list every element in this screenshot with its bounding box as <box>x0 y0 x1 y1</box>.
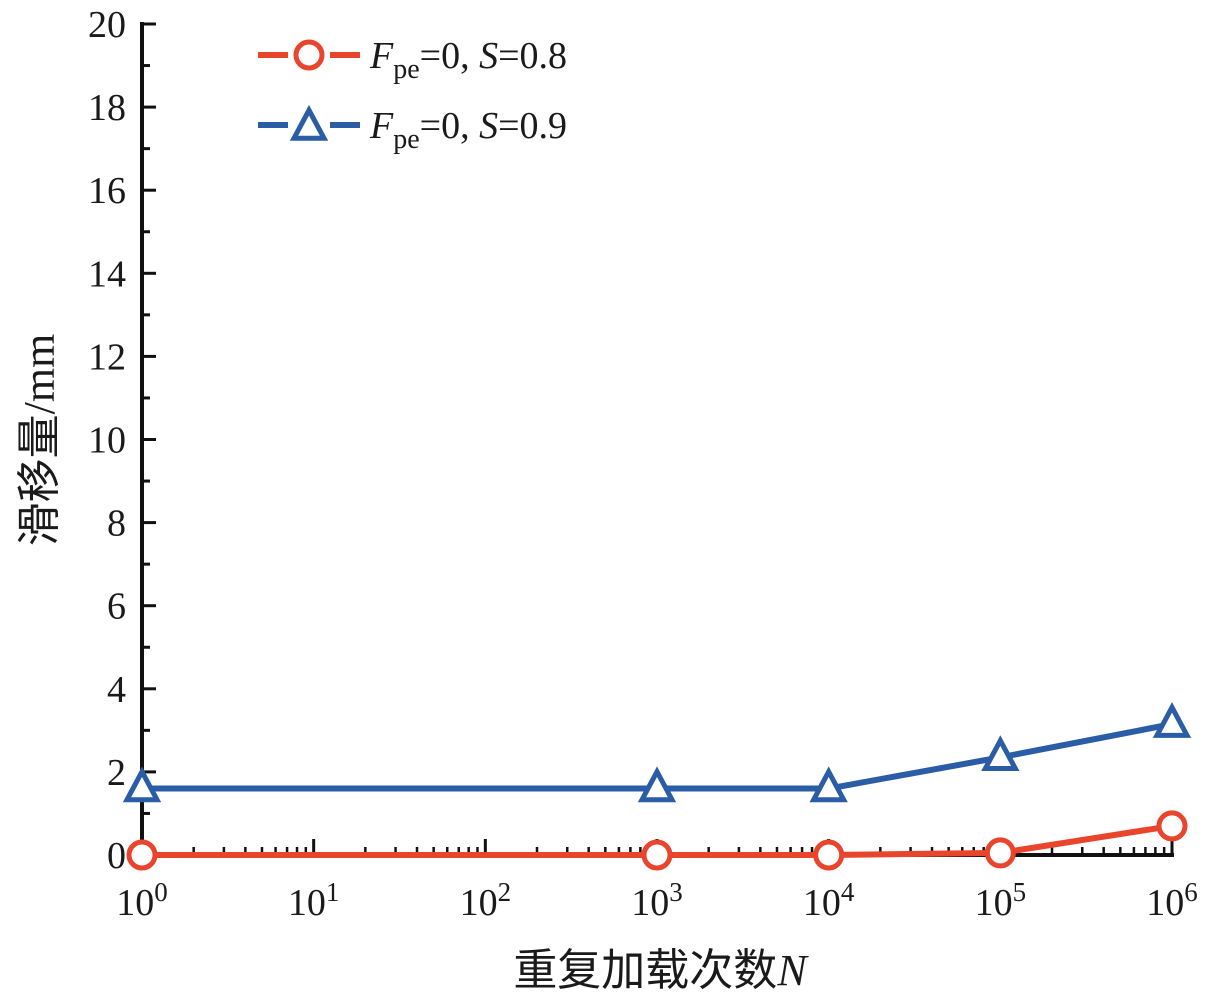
x-tick-label: 106 <box>1146 877 1198 924</box>
y-tick-label: 0 <box>107 835 126 877</box>
x-tick-label: 101 <box>288 877 340 924</box>
series-1-point <box>1156 810 1188 842</box>
series-1-point <box>813 839 845 871</box>
series-1 <box>126 810 1188 871</box>
series-2-point <box>1152 702 1192 738</box>
legend-label: Fpe=0, S=0.8 <box>369 35 567 85</box>
y-tick-label: 8 <box>107 503 126 545</box>
series-1-point <box>641 839 673 871</box>
series-2-point <box>637 766 677 803</box>
x-axis-label-var: N <box>776 946 809 995</box>
x-tick-label: 104 <box>803 877 855 924</box>
y-tick-label: 12 <box>88 336 126 378</box>
series-2 <box>122 702 1192 803</box>
series-1-point <box>126 839 158 871</box>
series-layer <box>122 702 1192 871</box>
x-tick-labels: 100 101 102 103 104 105 106 <box>116 877 1198 924</box>
legend-item: Fpe=0, S=0.9 <box>258 104 567 155</box>
x-axis-label: 重复加载次数N <box>513 946 809 995</box>
legend: Fpe=0, S=0.8 Fpe=0, S=0.9 <box>258 35 567 155</box>
series-2-point <box>809 766 848 803</box>
y-tick-label: 14 <box>88 253 126 295</box>
legend-marker <box>289 104 329 141</box>
legend-item: Fpe=0, S=0.8 <box>258 35 567 85</box>
series-2-point <box>981 735 1020 772</box>
x-axis-label-text: 重复加载次数 <box>513 946 777 995</box>
y-tick-labels: 0 2 4 6 8 10 12 14 16 18 20 <box>88 4 126 877</box>
x-tick-label: 102 <box>460 877 512 924</box>
y-tick-label: 18 <box>88 87 126 129</box>
y-tick-label: 10 <box>88 420 126 462</box>
x-tick-label: 103 <box>631 877 683 924</box>
x-tick-label: 100 <box>116 877 168 924</box>
y-tick-label: 4 <box>107 669 126 711</box>
y-tick-label: 6 <box>107 586 126 628</box>
y-tick-label: 16 <box>88 170 126 212</box>
legend-label: Fpe=0, S=0.9 <box>369 105 567 155</box>
axes <box>140 22 1174 857</box>
series-1-point <box>984 837 1016 869</box>
series-2-point <box>122 766 162 803</box>
y-axis-label: 滑移量/mm <box>15 334 64 547</box>
x-tick-label: 105 <box>975 877 1026 924</box>
y-tick-label: 2 <box>107 752 126 794</box>
y-tick-label: 20 <box>88 4 126 46</box>
legend-marker <box>293 39 325 71</box>
